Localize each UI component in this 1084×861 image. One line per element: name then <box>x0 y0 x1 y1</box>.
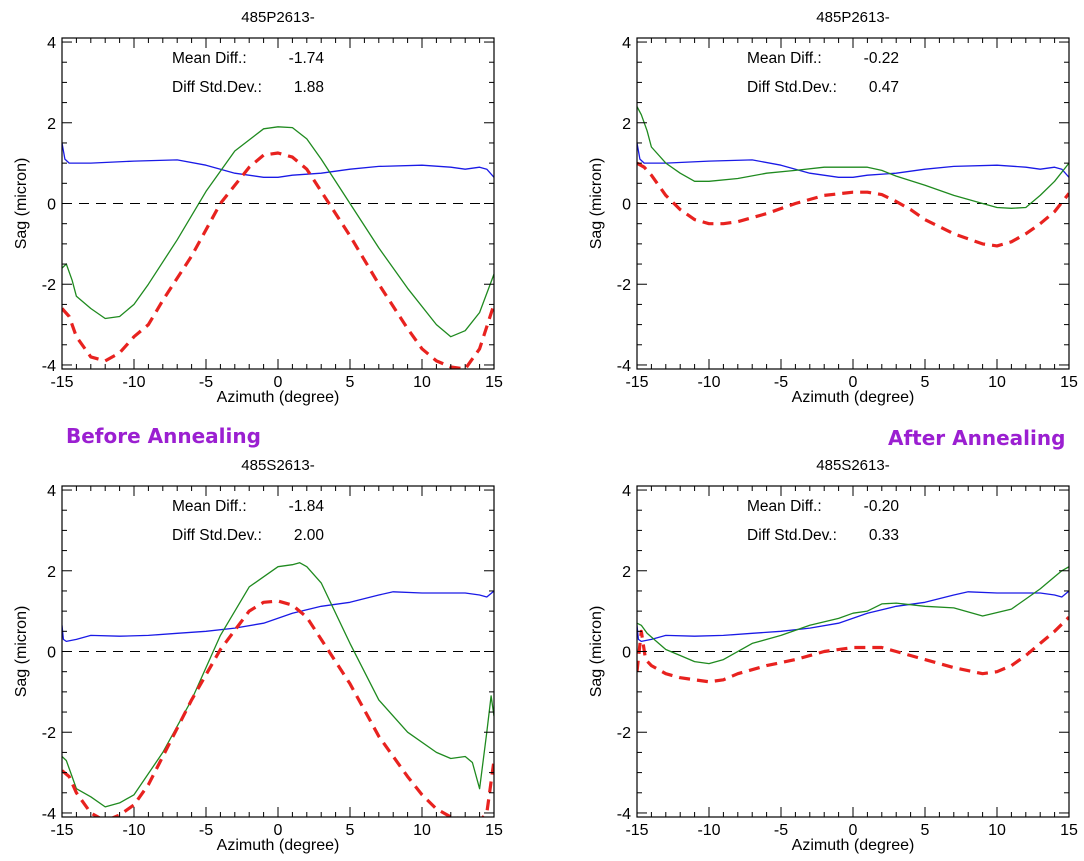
chart-3-stat-label: Diff Std.Dev.: <box>172 527 262 544</box>
before-annealing-label: Before Annealing <box>66 424 261 448</box>
chart-1-panel: -15 -10 -5 0 5 10 15 -4 -2 0 2 4 485P2613- Azimuth (d… <box>13 9 503 406</box>
chart-4-panel: -15 -10 -5 0 5 10 15 -4 -2 0 2 4 485S2613- Azimuth (d… <box>588 457 1078 854</box>
chart-2-xtick-label: -15 <box>625 374 648 391</box>
chart-2-ytick-label: 2 <box>622 116 631 133</box>
chart-4-series-blue-line <box>637 590 1069 643</box>
chart-4-xtick-label: 15 <box>1060 822 1078 839</box>
chart-3-ytick-label: -4 <box>42 806 56 823</box>
chart-1-stat-label: Diff Std.Dev.: <box>172 79 262 96</box>
chart-3-ytick-label: 0 <box>47 645 56 662</box>
chart-1-xtick-label: 0 <box>274 374 283 391</box>
chart-2-stat-label: Diff Std.Dev.: <box>747 79 837 96</box>
chart-1-series-blue-line <box>62 142 494 178</box>
chart-2-stat-label: Mean Diff.: <box>747 50 822 67</box>
chart-3-title: 485S2613- <box>241 457 314 474</box>
chart-1-ylabel: Sag (micron) <box>13 158 30 250</box>
chart-1-ytick-label: -4 <box>42 358 56 375</box>
chart-3-xtick-label: 0 <box>274 822 283 839</box>
chart-2-xlabel: Azimuth (degree) <box>792 389 915 406</box>
chart-3-ytick-label: 2 <box>47 564 56 581</box>
chart-4-xtick-label: -10 <box>697 822 720 839</box>
chart-4-axes-frame <box>636 485 1070 818</box>
chart-4-stat-value: -0.20 <box>864 498 900 515</box>
chart-2-xtick-label: -5 <box>774 374 788 391</box>
chart-2-series-red-line <box>637 161 1069 248</box>
chart-4-ytick-label: -2 <box>617 725 631 742</box>
chart-2-stat-value: 0.47 <box>869 79 899 96</box>
chart-1-xtick-label: 15 <box>485 374 503 391</box>
chart-4-series-red-line <box>637 616 1069 684</box>
chart-4-xtick-label: -5 <box>774 822 788 839</box>
chart-2-ytick-label: 0 <box>622 197 631 214</box>
chart-4-xtick-label: 10 <box>988 822 1006 839</box>
chart-1-axes-frame <box>61 37 495 370</box>
chart-2-ytick-label: 4 <box>622 35 631 52</box>
chart-2-xtick-label: -10 <box>697 374 720 391</box>
chart-3-ytick-label: 4 <box>47 483 56 500</box>
chart-1-ytick-label: 0 <box>47 197 56 214</box>
chart-3-ytick-label: -2 <box>42 725 56 742</box>
chart-4-xtick-label: 0 <box>849 822 858 839</box>
chart-3-ylabel: Sag (micron) <box>13 606 30 698</box>
chart-3-xtick-label: 10 <box>413 822 431 839</box>
chart-4-series-green-line <box>637 566 1069 665</box>
chart-3-xtick-label: 5 <box>346 822 355 839</box>
after-annealing-label: After Annealing <box>888 426 1066 450</box>
chart-1-xtick-label: -15 <box>50 374 73 391</box>
chart-3-stat-label: Mean Diff.: <box>172 498 247 515</box>
chart-1-xtick-label: 10 <box>413 374 431 391</box>
chart-3-stat-value: -1.84 <box>289 498 325 515</box>
chart-1-xtick-label: -10 <box>122 374 145 391</box>
chart-2-series-blue-line <box>637 142 1069 178</box>
chart-2-xtick-label: 10 <box>988 374 1006 391</box>
chart-2-xtick-label: 15 <box>1060 374 1078 391</box>
chart-3-xtick-label: 15 <box>485 822 503 839</box>
chart-1-xlabel: Azimuth (degree) <box>217 389 340 406</box>
chart-3-xtick-label: -5 <box>199 822 213 839</box>
chart-4-stat-label: Mean Diff.: <box>747 498 822 515</box>
chart-4-ylabel: Sag (micron) <box>588 606 605 698</box>
chart-4-ytick-label: -4 <box>617 806 631 823</box>
chart-4-xlabel: Azimuth (degree) <box>792 837 915 854</box>
chart-1-stat-value: -1.74 <box>289 50 325 67</box>
chart-3-axes-frame <box>61 485 495 818</box>
chart-1-stat-value: 1.88 <box>294 79 324 96</box>
chart-2-ytick-label: -2 <box>617 277 631 294</box>
chart-4-ytick-label: 2 <box>622 564 631 581</box>
chart-3-panel: -15 -10 -5 0 5 10 15 -4 -2 0 2 4 485S2613- Azimuth (d… <box>13 457 503 854</box>
chart-3-series-green-line <box>62 562 494 808</box>
chart-3-series-blue-line <box>62 590 494 643</box>
chart-2-ylabel: Sag (micron) <box>588 158 605 250</box>
chart-1-ytick-label: 2 <box>47 116 56 133</box>
chart-4-xtick-label: 5 <box>921 822 930 839</box>
chart-4-xtick-label: -15 <box>625 822 648 839</box>
chart-3-xlabel: Azimuth (degree) <box>217 837 340 854</box>
chart-2-ytick-label: -4 <box>617 358 631 375</box>
chart-2-stat-value: -0.22 <box>864 50 899 67</box>
chart-2-series-green-line <box>637 106 1069 209</box>
chart-2-title: 485P2613- <box>816 9 889 26</box>
chart-1-xtick-label: -5 <box>199 374 213 391</box>
chart-2-xtick-label: 5 <box>921 374 930 391</box>
chart-3-series-red-line <box>62 599 494 817</box>
chart-2-axes-frame <box>636 37 1070 370</box>
chart-1-stat-label: Mean Diff.: <box>172 50 247 67</box>
chart-4-stat-label: Diff Std.Dev.: <box>747 527 837 544</box>
chart-1-ytick-label: -2 <box>42 277 56 294</box>
chart-1-xtick-label: 5 <box>346 374 355 391</box>
chart-3-xtick-label: -10 <box>122 822 145 839</box>
chart-1-series-green-line <box>62 126 494 338</box>
chart-1-series-red-line <box>62 151 494 369</box>
chart-1-title: 485P2613- <box>241 9 314 26</box>
chart-4-title: 485S2613- <box>816 457 889 474</box>
chart-2-panel: -15 -10 -5 0 5 10 15 -4 -2 0 2 4 485P2613- Azimuth (d… <box>588 9 1078 406</box>
chart-4-ytick-label: 4 <box>622 483 631 500</box>
chart-4-ytick-label: 0 <box>622 645 631 662</box>
chart-1-ytick-label: 4 <box>47 35 56 52</box>
chart-4-stat-value: 0.33 <box>869 527 899 544</box>
chart-2-xtick-label: 0 <box>849 374 858 391</box>
chart-3-stat-value: 2.00 <box>294 527 325 544</box>
chart-3-xtick-label: -15 <box>50 822 73 839</box>
